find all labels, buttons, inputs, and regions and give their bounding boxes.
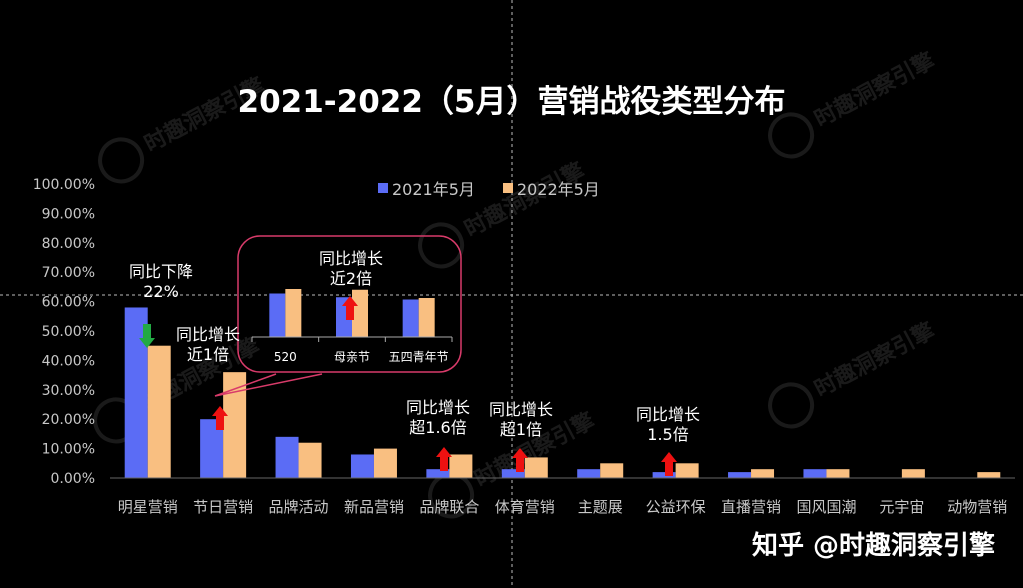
y-tick-label: 80.00% — [42, 236, 95, 252]
up-arrow-icon — [212, 406, 228, 430]
y-tick-label: 20.00% — [42, 412, 95, 428]
down-arrow-icon — [139, 324, 155, 348]
bar-2022 — [977, 472, 1001, 478]
bar-2022 — [449, 454, 473, 478]
up-arrow-icon — [436, 447, 452, 471]
bar-2022 — [373, 448, 397, 478]
bar-2022 — [298, 442, 322, 478]
bar-2021 — [577, 469, 601, 478]
bar-2021 — [652, 472, 676, 478]
x-tick-label: 品牌活动 — [269, 498, 329, 516]
chart-title: 2021-2022（5月）营销战役类型分布 — [237, 84, 786, 120]
up-arrow-icon — [342, 296, 358, 320]
y-tick-label: 10.00% — [42, 442, 95, 458]
legend-item-2022: 2022年5月 — [502, 176, 600, 200]
bar-2022 — [901, 469, 925, 478]
inset-x-tick-label: 母亲节 — [334, 350, 370, 364]
inset-bar-2021 — [402, 299, 419, 337]
inset-frame — [237, 235, 462, 373]
up-arrow-icon — [661, 452, 677, 476]
inset-x-tick-label: 520 — [274, 350, 297, 364]
y-tick-label: 40.00% — [42, 353, 95, 369]
up-arrow-icon — [512, 448, 528, 472]
bar-2022 — [751, 469, 775, 478]
bar-2021 — [728, 472, 752, 478]
bar-2022 — [675, 463, 699, 478]
x-tick-label: 直播营销 — [721, 498, 781, 516]
x-tick-label: 元宇宙 — [879, 498, 924, 516]
inset-x-tick-label: 五四青年节 — [389, 350, 449, 364]
bar-2021 — [501, 469, 525, 478]
legend-item-2021: 2021年5月 — [378, 176, 475, 200]
x-tick-label: 体育营销 — [495, 498, 555, 516]
bar-2021 — [200, 419, 224, 478]
inset-bar-2022 — [352, 289, 368, 337]
inset-pointer — [214, 373, 323, 397]
bar-2021 — [275, 436, 299, 478]
x-tick-label: 主题展 — [578, 498, 623, 516]
inset-bar-2021 — [269, 293, 286, 337]
bar-2022 — [223, 372, 247, 478]
y-tick-label: 90.00% — [42, 206, 95, 222]
y-tick-label: 60.00% — [42, 295, 95, 311]
bar-2022 — [826, 469, 850, 478]
x-tick-label: 新品营销 — [344, 498, 404, 516]
y-tick-label: 70.00% — [42, 265, 95, 281]
annotation-sports: 同比增长 超1倍 — [488, 400, 553, 439]
bar-2022 — [600, 463, 624, 478]
bar-2021 — [426, 469, 450, 478]
inset-bar-2022 — [285, 289, 302, 337]
bar-2021 — [803, 469, 827, 478]
y-tick-label: 50.00% — [42, 324, 95, 340]
footer-credit: 知乎 @时趣洞察引擎 — [751, 531, 995, 561]
y-tick-label: 0.00% — [51, 471, 95, 487]
annotation-star: 同比下降 22% — [128, 262, 193, 301]
bar-2021 — [124, 307, 148, 478]
x-tick-label: 公益环保 — [646, 498, 706, 516]
annotation-brand-joint: 同比增长 超1.6倍 — [405, 398, 470, 437]
x-tick-label: 明星营销 — [118, 498, 178, 516]
x-tick-label: 品牌联合 — [419, 498, 479, 516]
inset-bar-2022 — [418, 298, 435, 337]
x-tick-label: 国风国潮 — [796, 498, 856, 516]
annotation-festival: 同比增长 近1倍 — [175, 325, 240, 364]
x-tick-label: 动物营销 — [947, 498, 1007, 516]
bar-2021 — [350, 454, 374, 478]
bar-2022 — [524, 457, 548, 478]
annotation-charity: 同比增长 1.5倍 — [635, 405, 700, 444]
bar-2022 — [147, 345, 171, 478]
x-tick-label: 节日营销 — [193, 498, 253, 516]
annotation-inset: 同比增长 近2倍 — [318, 249, 383, 288]
legend: 2021年5月 2022年5月 — [378, 176, 600, 200]
y-tick-label: 100.00% — [33, 177, 95, 193]
y-tick-label: 30.00% — [42, 383, 95, 399]
